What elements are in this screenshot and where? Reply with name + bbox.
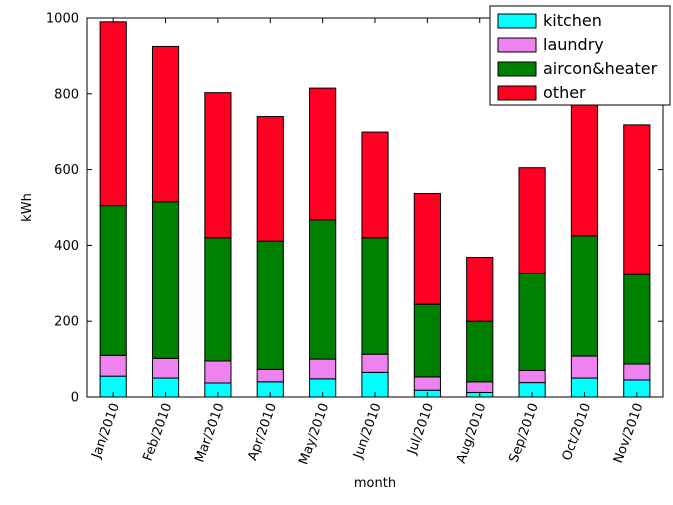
bar-other-2: [151, 45, 180, 203]
bar-laundry-10: [570, 355, 599, 379]
bar-laundry-3: [204, 360, 232, 384]
bar-aircon-heater-11: [623, 273, 651, 365]
bar-laundry-11: [623, 363, 651, 381]
legend-label: aircon&heater: [543, 59, 658, 78]
y-tick-label: 0: [71, 391, 79, 406]
bar-laundry-2: [151, 357, 180, 379]
bar-other-4: [256, 116, 284, 242]
y-tick-label: 1000: [46, 12, 79, 27]
bar-other-10: [570, 100, 599, 237]
x-tick-label: Jul/2010: [405, 401, 438, 457]
legend-swatch: [497, 61, 537, 77]
y-tick-label: 200: [54, 315, 79, 330]
bar-aircon-heater-10: [570, 235, 599, 357]
bar-aircon-heater-9: [518, 272, 546, 371]
x-tick-label: Aug/2010: [454, 401, 490, 465]
bar-aircon-heater-8: [466, 320, 494, 383]
bar-aircon-heater-6: [361, 237, 389, 355]
y-tick-label: 400: [54, 239, 79, 254]
legend-swatch: [497, 37, 537, 53]
bar-other-3: [204, 92, 232, 239]
bar-other-7: [413, 192, 441, 305]
bar-laundry-6: [361, 353, 389, 373]
legend-label: other: [543, 83, 586, 102]
bar-other-11: [623, 124, 651, 275]
y-tick-label: 800: [54, 87, 79, 102]
legend-swatch: [497, 13, 537, 29]
y-axis-label: kWh: [20, 193, 35, 222]
bar-aircon-heater-5: [309, 219, 337, 360]
x-tick-label: Feb/2010: [141, 401, 176, 463]
y-axis-label-group: kWh: [20, 193, 35, 222]
bar-aircon-heater-1: [99, 205, 127, 356]
bar-laundry-4: [256, 368, 284, 383]
x-tick-label: Oct/2010: [560, 401, 595, 462]
bar-aircon-heater-2: [151, 201, 180, 359]
x-tick-label: Mar/2010: [192, 401, 227, 464]
bar-other-5: [309, 87, 337, 221]
bar-laundry-9: [518, 369, 546, 384]
x-tick-label: Sep/2010: [507, 401, 542, 464]
x-tick-label: Nov/2010: [611, 401, 647, 465]
bar-laundry-8: [466, 381, 494, 393]
bar-aircon-heater-3: [204, 237, 232, 362]
x-tick-label: Jan/2010: [89, 401, 123, 461]
bar-aircon-heater-7: [413, 303, 441, 378]
legend-label: kitchen: [543, 11, 602, 30]
bar-laundry-1: [99, 354, 127, 377]
x-tick-label: May/2010: [296, 401, 332, 467]
bar-laundry-7: [413, 376, 441, 391]
legend: kitchen laundry aircon&heater other: [489, 5, 671, 106]
bar-laundry-5: [309, 358, 337, 380]
legend-label: laundry: [543, 35, 604, 54]
bar-other-8: [466, 257, 494, 322]
x-axis-label: month: [354, 476, 396, 491]
bars-group: [99, 21, 651, 398]
bar-other-6: [361, 131, 389, 239]
x-tick-label: Jun/2010: [351, 401, 385, 461]
y-tick-label: 600: [54, 163, 79, 178]
legend-swatch: [497, 85, 537, 101]
bar-other-1: [99, 21, 127, 207]
bar-other-9: [518, 167, 546, 274]
bar-aircon-heater-4: [256, 240, 284, 370]
x-tick-label: Apr/2010: [245, 401, 280, 462]
